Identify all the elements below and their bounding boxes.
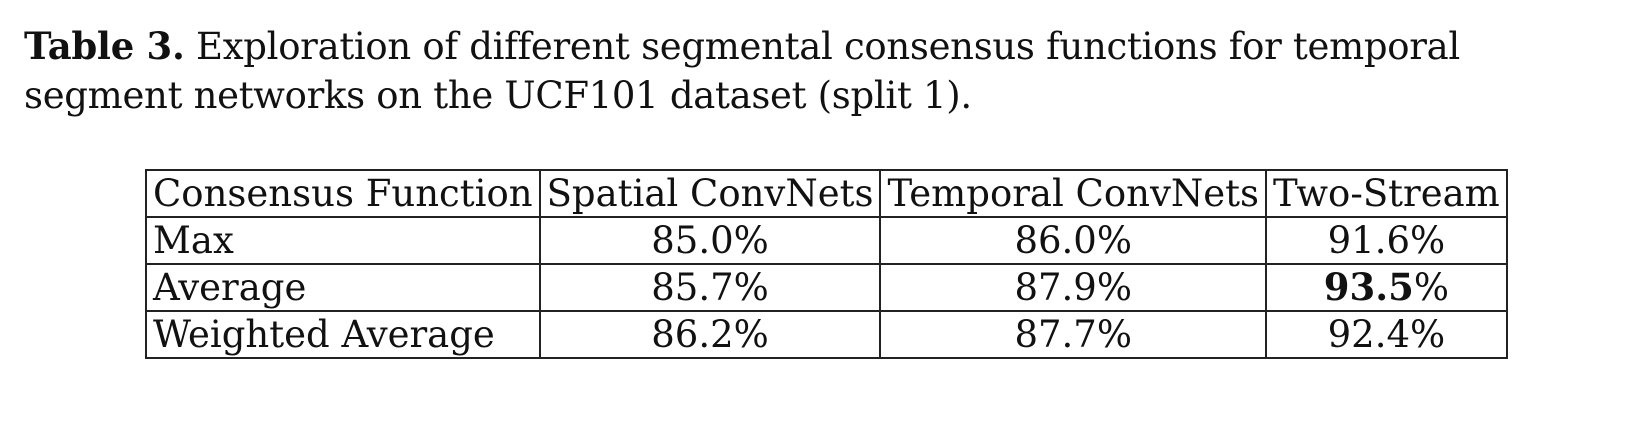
best-value: 93.5 <box>1323 265 1414 309</box>
temporal-value: 87.9% <box>879 263 1268 312</box>
caption-label: Table 3. <box>24 24 185 68</box>
row-label: Max <box>145 216 541 265</box>
header-two-stream: Two-Stream <box>1265 169 1508 218</box>
table-row: Max 85.0% 86.0% 91.6% <box>145 216 1508 265</box>
row-label: Average <box>145 263 541 312</box>
caption-text: Exploration of different segmental conse… <box>24 25 1460 117</box>
header-spatial-convnets: Spatial ConvNets <box>538 169 882 218</box>
spatial-value: 85.0% <box>538 216 882 265</box>
table-row: Weighted Average 86.2% 87.7% 92.4% <box>145 310 1508 359</box>
table-row: Average 85.7% 87.9% 93.5% <box>145 263 1508 312</box>
header-temporal-convnets: Temporal ConvNets <box>879 169 1268 218</box>
temporal-value: 87.7% <box>879 310 1268 359</box>
row-label: Weighted Average <box>145 310 541 359</box>
two-stream-value: 92.4% <box>1265 310 1508 359</box>
table-header-row: Consensus Function Spatial ConvNets Temp… <box>145 169 1508 218</box>
two-stream-value: 91.6% <box>1265 216 1508 265</box>
spatial-value: 86.2% <box>538 310 882 359</box>
percent-sign: % <box>1413 266 1450 309</box>
two-stream-value: 93.5% <box>1265 263 1508 312</box>
table-caption: Table 3. Exploration of different segmen… <box>24 22 1609 120</box>
temporal-value: 86.0% <box>879 216 1268 265</box>
header-consensus-function: Consensus Function <box>145 169 541 218</box>
results-table: Consensus Function Spatial ConvNets Temp… <box>145 169 1508 359</box>
spatial-value: 85.7% <box>538 263 882 312</box>
